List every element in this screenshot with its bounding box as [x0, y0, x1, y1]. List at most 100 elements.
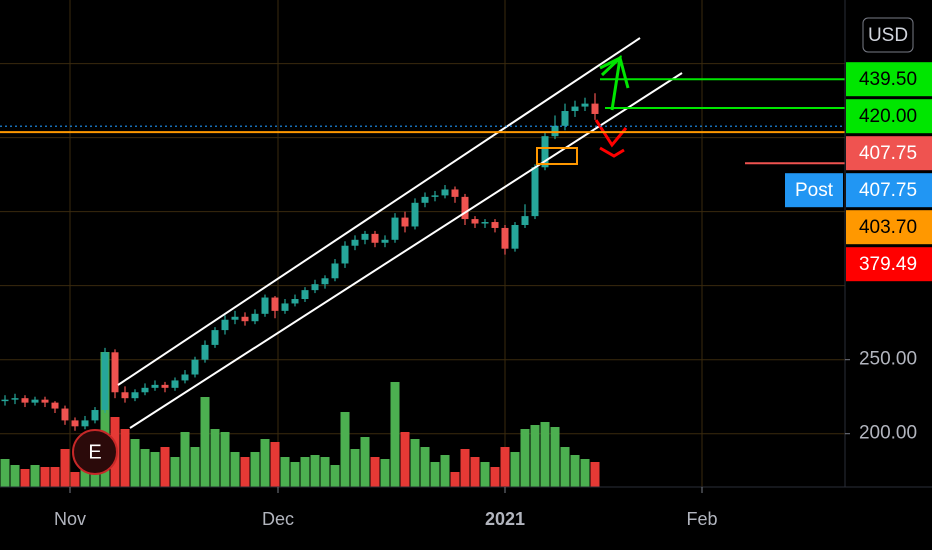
- volume-bar: [330, 465, 340, 487]
- candle-body: [241, 316, 249, 322]
- volume-bar: [260, 439, 270, 487]
- candle-body: [301, 290, 309, 300]
- candle-body: [481, 222, 489, 224]
- candle-body: [531, 167, 539, 217]
- volume-bar: [540, 422, 550, 487]
- volume-bar: [500, 447, 510, 487]
- candle-body: [351, 239, 359, 246]
- candle-body: [181, 374, 189, 381]
- candle-body: [411, 202, 419, 227]
- candle-body: [471, 219, 479, 224]
- volume-bar: [380, 459, 390, 487]
- volume-bar: [310, 455, 320, 487]
- candle-body: [221, 319, 229, 331]
- price-label-box: [846, 62, 932, 97]
- volume-bar: [420, 447, 430, 487]
- x-tick-label: Dec: [262, 509, 294, 529]
- candle-body: [331, 263, 339, 279]
- candle-layer: [1, 93, 599, 431]
- candle-body: [541, 136, 549, 168]
- volume-bar: [220, 432, 230, 487]
- volume-bar: [30, 465, 40, 487]
- volume-bar: [320, 457, 330, 487]
- volume-bar: [400, 432, 410, 487]
- candle-body: [231, 316, 239, 320]
- volume-bar: [470, 457, 480, 487]
- earnings-label: E: [88, 441, 101, 463]
- candle-body: [171, 380, 179, 388]
- candle-body: [291, 299, 299, 304]
- candle-body: [261, 297, 269, 314]
- price-lines: [0, 78, 845, 165]
- candle-body: [271, 297, 279, 311]
- volume-bar: [390, 382, 400, 487]
- currency-box[interactable]: [862, 17, 914, 53]
- price-label: 420.00: [859, 106, 917, 127]
- post-label-box: [785, 173, 843, 208]
- candle-body: [201, 344, 209, 360]
- volume-bar: [80, 462, 90, 487]
- volume-bar: [550, 427, 560, 487]
- candle-body: [511, 224, 519, 249]
- volume-bar: [300, 457, 310, 487]
- volume-bar: [350, 449, 360, 487]
- volume-bar: [370, 457, 380, 487]
- down-arrow-head: [599, 146, 625, 158]
- candle-body: [61, 408, 69, 421]
- candle-body: [121, 392, 129, 399]
- y-tick-label: 250.00: [859, 349, 917, 370]
- candle-body: [581, 103, 589, 107]
- candle-body: [321, 278, 329, 285]
- highlight-box: [536, 147, 578, 165]
- candle-body: [361, 233, 369, 240]
- candle-body: [421, 196, 429, 203]
- up-arrow-head: [600, 55, 630, 89]
- price-label-box: [846, 136, 932, 171]
- candle-body: [461, 196, 469, 220]
- candle-body: [11, 398, 19, 400]
- down-arrow: [594, 119, 628, 148]
- volume-bar: [270, 442, 280, 487]
- price-label: 403.70: [859, 217, 917, 238]
- volume-bar: [240, 457, 250, 487]
- x-tick-label: Nov: [54, 509, 86, 529]
- volume-bar: [130, 439, 140, 487]
- x-tick-label: 2021: [485, 509, 525, 529]
- price-label-box: [846, 210, 932, 245]
- candle-body: [131, 392, 139, 399]
- candle-body: [311, 284, 319, 291]
- volume-bar: [200, 397, 210, 487]
- channel-upper: [117, 37, 641, 386]
- volume-bar: [530, 425, 540, 487]
- price-label: 407.75: [859, 143, 917, 164]
- post-label: Post: [795, 180, 834, 201]
- candle-body: [561, 111, 569, 126]
- candle-body: [31, 399, 39, 403]
- candle-body: [441, 189, 449, 196]
- axes: Nov Dec 2021 Feb 200.00 250.00: [54, 349, 917, 529]
- earnings-marker[interactable]: [72, 429, 118, 475]
- volume-bar: [140, 449, 150, 487]
- candle-body: [591, 103, 599, 114]
- volume-bar: [560, 447, 570, 487]
- candle-body: [41, 399, 49, 403]
- volume-bar: [440, 455, 450, 487]
- candle-body: [281, 303, 289, 311]
- candle-body: [161, 384, 169, 388]
- candle-body: [151, 384, 159, 388]
- volume-bar: [150, 452, 160, 487]
- candle-body: [401, 217, 409, 227]
- volume-bar: [0, 459, 10, 487]
- price-label-box: [846, 173, 932, 208]
- candle-body: [191, 359, 199, 375]
- candle-body: [21, 398, 29, 403]
- price-label: 407.75: [859, 180, 917, 201]
- volume-bar: [70, 472, 80, 487]
- candle-body: [111, 352, 119, 393]
- price-label: 439.50: [859, 69, 917, 90]
- volume-bar: [230, 452, 240, 487]
- volume-bar: [450, 472, 460, 487]
- candle-body: [1, 399, 9, 402]
- volume-bar: [120, 429, 130, 487]
